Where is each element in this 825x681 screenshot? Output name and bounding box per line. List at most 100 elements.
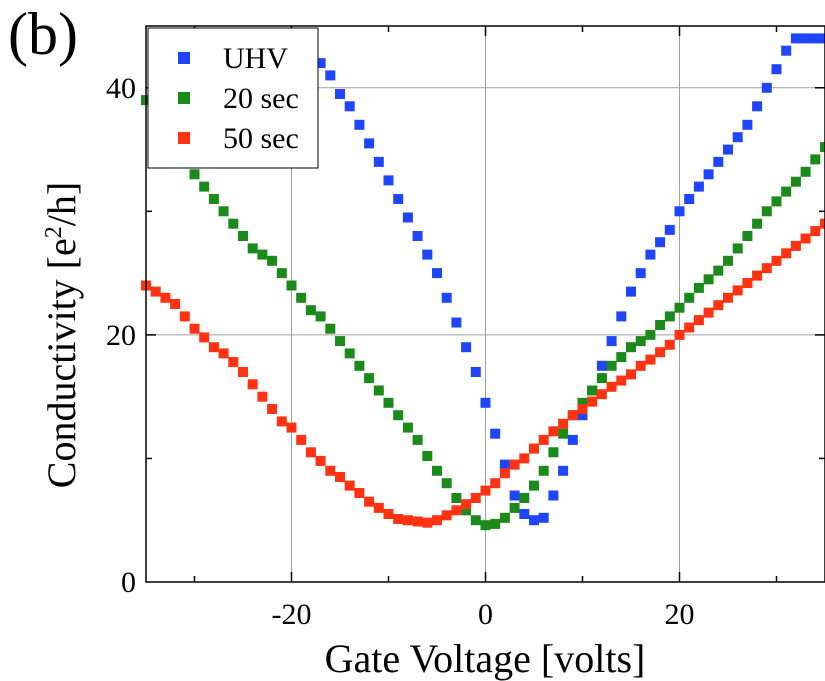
data-point-series-1 (383, 175, 394, 186)
x-tick-label: -20 (272, 598, 312, 631)
data-point-series-2 (713, 265, 724, 276)
data-point-series-3 (664, 339, 675, 350)
data-point-series-1 (422, 249, 433, 260)
data-point-series-3 (160, 292, 171, 303)
data-point-series-2 (800, 166, 811, 177)
data-point-series-2 (228, 218, 239, 229)
data-point-series-3 (170, 299, 181, 309)
axes-frame (145, 25, 825, 583)
data-point-series-2 (674, 302, 685, 313)
data-point-series-3 (150, 286, 161, 297)
data-point-series-1 (723, 144, 733, 155)
x-tick-label: 20 (665, 598, 695, 631)
data-point-series-3 (645, 354, 656, 365)
data-point-series-1 (606, 336, 617, 347)
data-point-series-3 (344, 480, 355, 491)
data-point-series-2 (655, 320, 666, 330)
data-point-series-2 (441, 478, 452, 489)
data-point-series-2 (335, 336, 345, 347)
data-point-series-1 (781, 45, 792, 56)
data-point-series-3 (490, 478, 501, 489)
data-point-series-2 (422, 451, 433, 461)
axis-ticks: -20 0 20 0 20 40 (106, 26, 825, 631)
data-point-series-2 (499, 512, 510, 523)
data-point-series-1 (441, 292, 452, 303)
data-point-series-2 (257, 249, 268, 260)
legend-marker-3 (178, 132, 190, 144)
data-point-series-2 (761, 206, 772, 217)
data-point-series-3 (441, 510, 452, 521)
data-point-series-3 (761, 263, 772, 274)
data-point-series-3 (461, 499, 472, 510)
x-axis-label: Gate Voltage [volts] (325, 636, 646, 681)
data-point-series-1 (693, 181, 704, 192)
data-point-series-2 (315, 311, 326, 322)
data-point-series-1 (461, 342, 472, 353)
legend-marker-1 (178, 52, 190, 64)
data-point-series-3 (509, 459, 520, 470)
data-point-series-3 (335, 472, 345, 482)
data-point-series-1 (480, 397, 491, 408)
data-point-series-2 (354, 360, 365, 371)
data-point-series-3 (354, 488, 365, 498)
data-point-series-1 (703, 169, 714, 180)
data-point-series-1 (761, 82, 772, 93)
data-point-series-2 (732, 243, 743, 254)
data-point-series-2 (723, 255, 733, 266)
data-point-series-3 (315, 455, 326, 466)
data-point-series-1 (684, 194, 695, 204)
data-point-series-3 (742, 278, 753, 288)
data-point-series-3 (402, 515, 413, 526)
data-point-series-2 (247, 243, 258, 254)
data-point-series-2 (596, 373, 607, 384)
legend-label-2: 20 sec (223, 82, 299, 115)
data-point-series-1 (655, 237, 666, 248)
data-point-series-1 (810, 33, 821, 44)
data-point-series-1 (790, 33, 801, 44)
data-point-series-3 (218, 348, 229, 359)
data-point-series-3 (771, 255, 782, 266)
legend-label-1: UHV (223, 42, 288, 75)
data-point-series-1 (635, 268, 646, 279)
data-point-series-2 (684, 292, 695, 303)
data-point-series-1 (412, 231, 423, 241)
data-point-series-2 (558, 428, 569, 439)
data-point-series-3 (422, 517, 433, 528)
data-point-series-3 (703, 307, 714, 318)
data-point-series-3 (451, 505, 462, 516)
data-point-series-2 (577, 397, 588, 408)
data-point-series-1 (519, 509, 530, 519)
data-point-series-2 (364, 373, 375, 384)
data-point-series-1 (529, 515, 539, 526)
data-point-series-2 (470, 515, 481, 526)
data-point-series-1 (771, 64, 782, 75)
data-point-series-1 (364, 138, 375, 149)
y-tick-label: 0 (121, 566, 136, 599)
data-point-series-2 (189, 169, 200, 180)
y-tick-label: 20 (106, 319, 136, 352)
data-point-series-2 (742, 231, 753, 241)
data-point-series-3 (305, 447, 316, 458)
data-point-series-1 (577, 410, 588, 421)
data-point-series-2 (276, 268, 287, 279)
legend-label-3: 50 sec (223, 122, 299, 155)
data-point-series-3 (567, 410, 578, 421)
data-point-series-2 (519, 493, 530, 503)
data-point-series-1 (393, 194, 404, 204)
data-point-series-3 (519, 453, 530, 464)
data-point-series-3 (208, 342, 219, 353)
data-point-series-1 (335, 89, 345, 99)
data-point-series-2 (606, 360, 617, 371)
data-point-series-3 (276, 416, 287, 427)
data-point-series-2 (199, 181, 210, 192)
data-point-series-2 (626, 342, 636, 353)
data-point-series-3 (732, 285, 743, 296)
data-point-series-2 (412, 434, 423, 445)
data-point-series-3 (247, 379, 258, 390)
data-point-series-3 (684, 322, 695, 333)
y-axis-label: Conductivity [e2/h] (39, 182, 84, 488)
data-point-series-3 (529, 443, 539, 454)
data-point-series-1 (354, 119, 365, 130)
data-point-series-2 (820, 142, 825, 153)
